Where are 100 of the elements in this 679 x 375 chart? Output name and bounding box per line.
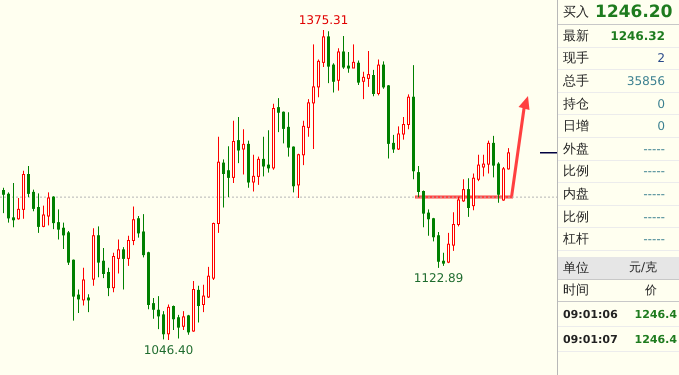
candlestick xyxy=(332,62,335,93)
candlestick xyxy=(157,296,160,330)
text: 元/克 xyxy=(628,259,657,276)
candlestick xyxy=(187,314,190,336)
candlestick xyxy=(62,222,65,250)
candlestick xyxy=(67,230,70,266)
text: 价 xyxy=(645,282,657,299)
candlestick xyxy=(362,71,365,100)
text: 日增 xyxy=(563,118,589,136)
text: 2 xyxy=(657,51,665,66)
candlestick xyxy=(27,166,30,198)
candlestick xyxy=(222,158,225,208)
candlestick xyxy=(217,136,220,234)
candlestick xyxy=(417,166,420,198)
candlestick xyxy=(407,94,410,130)
candlestick xyxy=(47,192,50,226)
candlestick xyxy=(52,196,55,230)
text: 杠杆 xyxy=(563,231,589,248)
candlestick xyxy=(127,235,130,266)
candlestick xyxy=(402,116,405,140)
candlestick xyxy=(72,258,75,322)
candlestick xyxy=(132,206,135,246)
candlestick xyxy=(497,162,500,204)
text: 1246.4 xyxy=(634,332,677,346)
candlestick xyxy=(257,156,260,186)
candlestick xyxy=(427,208,430,236)
candlestick xyxy=(37,192,40,234)
text: 35856 xyxy=(626,74,665,88)
candlestick xyxy=(82,267,85,306)
candlestick xyxy=(507,148,510,170)
candlestick xyxy=(282,110,285,144)
text: 时间 xyxy=(563,282,589,300)
candlestick xyxy=(247,140,250,188)
candlestick xyxy=(97,226,100,278)
candlestick xyxy=(477,154,480,182)
candlestick xyxy=(442,252,445,266)
candlestick xyxy=(377,59,380,96)
text: 比例 xyxy=(563,163,589,180)
candlestick xyxy=(302,120,305,166)
candlestick xyxy=(87,294,90,313)
text: 09:01:07 xyxy=(563,332,618,346)
candlestick xyxy=(342,35,345,70)
candlestick xyxy=(142,214,145,258)
candlestick xyxy=(42,205,45,228)
candlestick xyxy=(367,50,370,88)
candlestick xyxy=(112,252,115,293)
candlestick xyxy=(167,304,170,340)
candlestick xyxy=(397,126,400,150)
text: 0 xyxy=(657,119,665,134)
candlestick xyxy=(182,310,185,331)
candlestick xyxy=(352,44,355,68)
candlestick xyxy=(242,128,245,175)
candlestick xyxy=(277,98,280,133)
candlestick xyxy=(467,178,470,218)
candlestick xyxy=(32,189,35,212)
candlestick xyxy=(387,84,390,159)
candlestick xyxy=(457,196,460,227)
candlestick xyxy=(77,288,80,314)
text: 单位 xyxy=(563,260,589,277)
candlestick xyxy=(447,232,450,264)
annotation: 1046.40 xyxy=(144,343,194,357)
candlestick xyxy=(412,64,415,180)
candlestick xyxy=(147,251,150,310)
candlestick xyxy=(452,212,455,252)
candlestick xyxy=(2,187,5,214)
candlestick xyxy=(267,130,270,174)
candlestick xyxy=(92,228,95,286)
candlestick xyxy=(17,198,20,220)
candlestick xyxy=(337,48,340,92)
candlestick xyxy=(162,310,165,340)
candlestick xyxy=(372,69,375,97)
candlestick xyxy=(237,116,240,164)
annotation: 1122.89 xyxy=(414,270,464,285)
candlestick xyxy=(227,146,230,198)
candlestick xyxy=(482,154,485,177)
candlestick xyxy=(212,222,215,281)
candlestick xyxy=(7,192,10,224)
text: 1246.32 xyxy=(610,28,665,43)
candlestick xyxy=(297,153,300,199)
candlestick xyxy=(347,51,350,74)
candlestick xyxy=(57,208,60,240)
text: ----- xyxy=(643,186,665,201)
candlestick xyxy=(432,217,435,242)
candlestick xyxy=(272,103,275,170)
candlestick xyxy=(382,60,385,90)
candlestick xyxy=(12,182,15,228)
text: 0 xyxy=(657,96,665,111)
candlestick xyxy=(107,267,110,297)
text: 09:01:06 xyxy=(563,308,618,321)
text: 1246.20 xyxy=(595,2,672,22)
candlestick xyxy=(292,146,295,193)
candlestick xyxy=(197,285,200,323)
candlestick xyxy=(312,44,315,150)
candlestick xyxy=(117,239,120,274)
candlestick xyxy=(357,60,360,86)
text: 现手 xyxy=(563,50,589,68)
candlestick xyxy=(307,98,310,138)
text: ----- xyxy=(643,164,665,178)
text: 比例 xyxy=(563,208,589,226)
candlestick xyxy=(262,136,265,177)
